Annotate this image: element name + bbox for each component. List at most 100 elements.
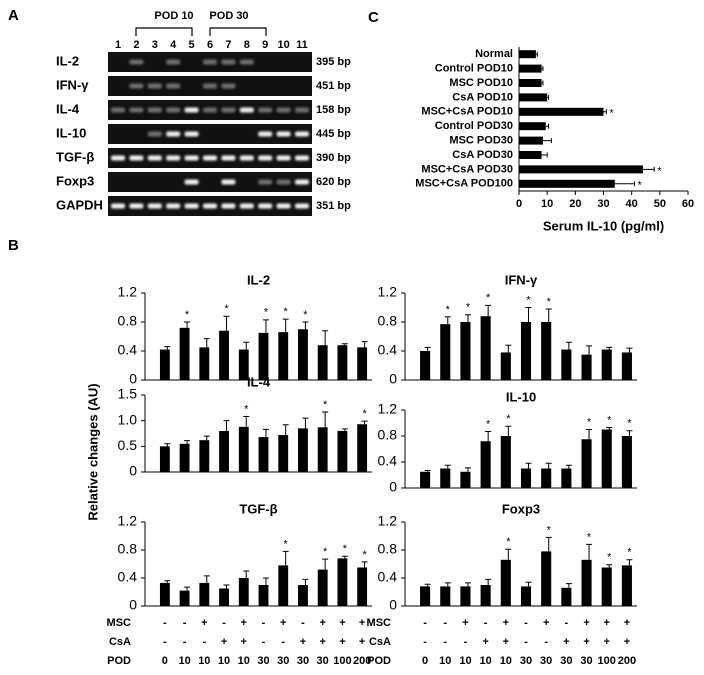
bar [480, 316, 491, 380]
bar [298, 428, 308, 472]
gel-band [129, 107, 144, 113]
bar [420, 471, 431, 488]
y-tick-label: 0.8 [118, 313, 138, 329]
bar [601, 429, 612, 488]
significance: * [486, 292, 491, 304]
error-bar [464, 582, 471, 587]
bar [460, 586, 471, 606]
gel-band [203, 83, 217, 89]
significance: * [627, 418, 632, 430]
condition-mark: 10 [218, 655, 230, 667]
error-bar [542, 138, 552, 144]
significance: * [244, 403, 249, 415]
condition-mark: - [423, 617, 427, 629]
bar [298, 585, 308, 606]
bar [317, 569, 328, 606]
bar [317, 345, 328, 380]
lane-label: 7 [225, 39, 231, 51]
error-bar [464, 467, 471, 472]
gel-band [221, 107, 236, 113]
error-bar [203, 575, 210, 583]
gel-band [203, 203, 217, 209]
significance: * [627, 547, 632, 559]
gel-band [276, 203, 291, 209]
significance: * [323, 399, 328, 411]
error-bar [603, 109, 607, 115]
chart-title: Foxp3 [502, 501, 540, 516]
error-bar [262, 319, 269, 333]
condition-label: POD [367, 655, 391, 667]
condition-mark: - [524, 636, 528, 648]
condition-mark: + [624, 636, 630, 648]
size-label: 620 bp [316, 176, 351, 188]
error-bar [282, 318, 289, 333]
bar [258, 585, 269, 606]
error-bar [424, 583, 431, 587]
error-bar [565, 464, 572, 469]
y-tick-label: 0 [389, 371, 397, 387]
condition-mark: + [241, 617, 247, 629]
y-tick-label: 0 [389, 597, 397, 613]
condition-mark: 30 [560, 655, 572, 667]
condition-mark: + [339, 617, 345, 629]
condition-mark: - [281, 636, 285, 648]
condition-mark: - [443, 636, 447, 648]
gel-band [258, 131, 273, 137]
gel-band [166, 83, 181, 89]
condition-mark: + [543, 617, 549, 629]
error-bar [586, 345, 593, 355]
size-label: 158 bp [316, 104, 351, 116]
x-tick-label: 30 [597, 198, 609, 210]
y-tick-label: 1.5 [118, 386, 138, 402]
error-bar [505, 344, 512, 353]
bar [219, 330, 229, 380]
error-bar [322, 330, 329, 346]
category-label: CsA POD30 [452, 149, 513, 161]
bar [500, 559, 511, 606]
x-tick-label: 40 [626, 198, 638, 210]
bar [357, 424, 368, 472]
category-label: Normal [475, 48, 513, 60]
gel-band [295, 107, 309, 113]
error-bar [341, 428, 348, 431]
significance: * [343, 543, 348, 555]
gel-band [203, 107, 217, 113]
gel-band [221, 179, 236, 185]
bar [159, 446, 170, 472]
gel-band [111, 107, 125, 113]
condition-mark: 0 [162, 655, 168, 667]
error-bar [626, 559, 633, 566]
significance: * [547, 524, 552, 536]
lane-label: 9 [262, 39, 268, 51]
lane-label: 6 [207, 39, 213, 51]
error-bar [545, 462, 552, 469]
error-bar [547, 94, 550, 100]
y-tick-label: 0.4 [378, 569, 398, 585]
group-label: POD 10 [154, 10, 193, 22]
bar [519, 107, 604, 116]
bar [357, 567, 368, 606]
condition-mark: 30 [520, 655, 532, 667]
condition-mark: - [163, 617, 167, 629]
gene-label: Foxp3 [56, 173, 94, 188]
bar [337, 430, 348, 472]
error-bar [223, 420, 230, 431]
error-bar [444, 582, 451, 587]
error-bar [545, 123, 550, 129]
condition-mark: + [201, 617, 207, 629]
condition-mark: + [319, 617, 325, 629]
condition-mark: - [262, 636, 266, 648]
gel-band [221, 155, 236, 161]
error-bar [626, 347, 633, 353]
gene-label: IL-10 [56, 125, 86, 140]
group-bracket [135, 27, 267, 36]
condition-mark: - [262, 617, 266, 629]
bar [357, 347, 368, 380]
bar [238, 426, 249, 472]
bar [561, 349, 572, 380]
gel-band [276, 179, 291, 185]
error-bar [341, 555, 348, 559]
condition-mark: 30 [277, 655, 289, 667]
panel-label: B [8, 237, 19, 254]
error-bar [223, 584, 230, 589]
